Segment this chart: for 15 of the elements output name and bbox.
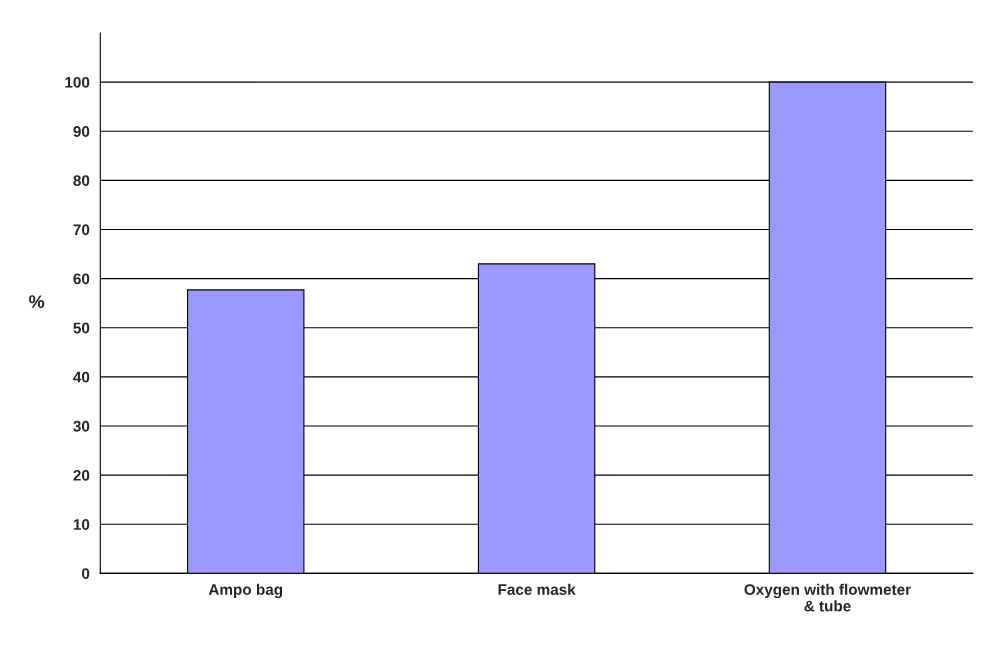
- y-axis-title: %: [29, 295, 45, 308]
- x-tick-label: Ampo bag: [208, 583, 283, 599]
- y-tick-label: 20: [73, 469, 90, 481]
- y-tick-label: 30: [73, 420, 90, 432]
- y-tick-label: 10: [73, 519, 90, 530]
- y-tick-label: 0: [81, 568, 90, 580]
- y-tick-label: 100: [65, 76, 90, 88]
- y-tick-label: 40: [73, 371, 90, 383]
- y-tick-label: 70: [73, 224, 90, 236]
- y-tick-label: 50: [73, 322, 90, 334]
- x-tick-label: Oxygen with flowmeter & tube: [744, 583, 911, 612]
- y-tick-label: 90: [73, 126, 90, 137]
- x-tick-label: Face mask: [498, 583, 576, 595]
- y-tick-label: 60: [73, 273, 90, 285]
- y-tick-label: 80: [73, 175, 90, 187]
